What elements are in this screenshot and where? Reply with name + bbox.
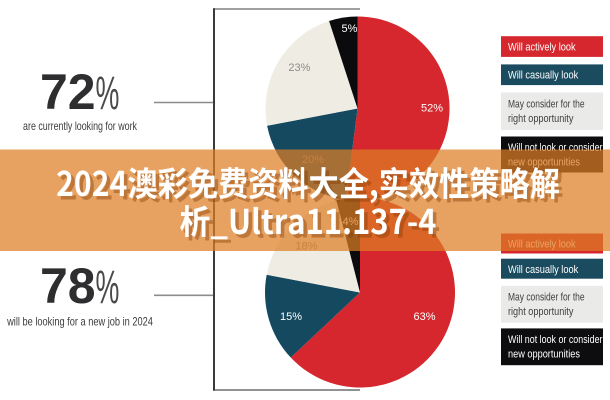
- svg-text:May consider for the: May consider for the: [508, 99, 585, 111]
- svg-text:Will not look or consider: Will not look or consider: [508, 334, 603, 346]
- svg-text:Will casually look: Will casually look: [508, 70, 579, 82]
- svg-text:May consider for the: May consider for the: [508, 292, 585, 304]
- svg-text:15%: 15%: [280, 311, 302, 323]
- svg-text:%: %: [96, 261, 120, 314]
- svg-text:52%: 52%: [421, 103, 443, 115]
- svg-text:78: 78: [40, 258, 96, 314]
- svg-text:will be looking for a new job: will be looking for a new job in 2024: [6, 317, 153, 329]
- svg-text:right opportunity: right opportunity: [508, 306, 574, 318]
- svg-text:63%: 63%: [413, 311, 435, 323]
- svg-text:5%: 5%: [342, 23, 358, 35]
- svg-text:%: %: [96, 67, 120, 120]
- svg-text:are currently looking for work: are currently looking for work: [23, 121, 138, 133]
- svg-text:Will casually look: Will casually look: [508, 264, 579, 276]
- svg-text:23%: 23%: [288, 62, 310, 74]
- svg-text:Will actively look: Will actively look: [508, 42, 577, 54]
- svg-text:72: 72: [40, 64, 96, 120]
- svg-text:right opportunity: right opportunity: [508, 113, 574, 125]
- svg-text:new opportunities: new opportunities: [508, 349, 580, 361]
